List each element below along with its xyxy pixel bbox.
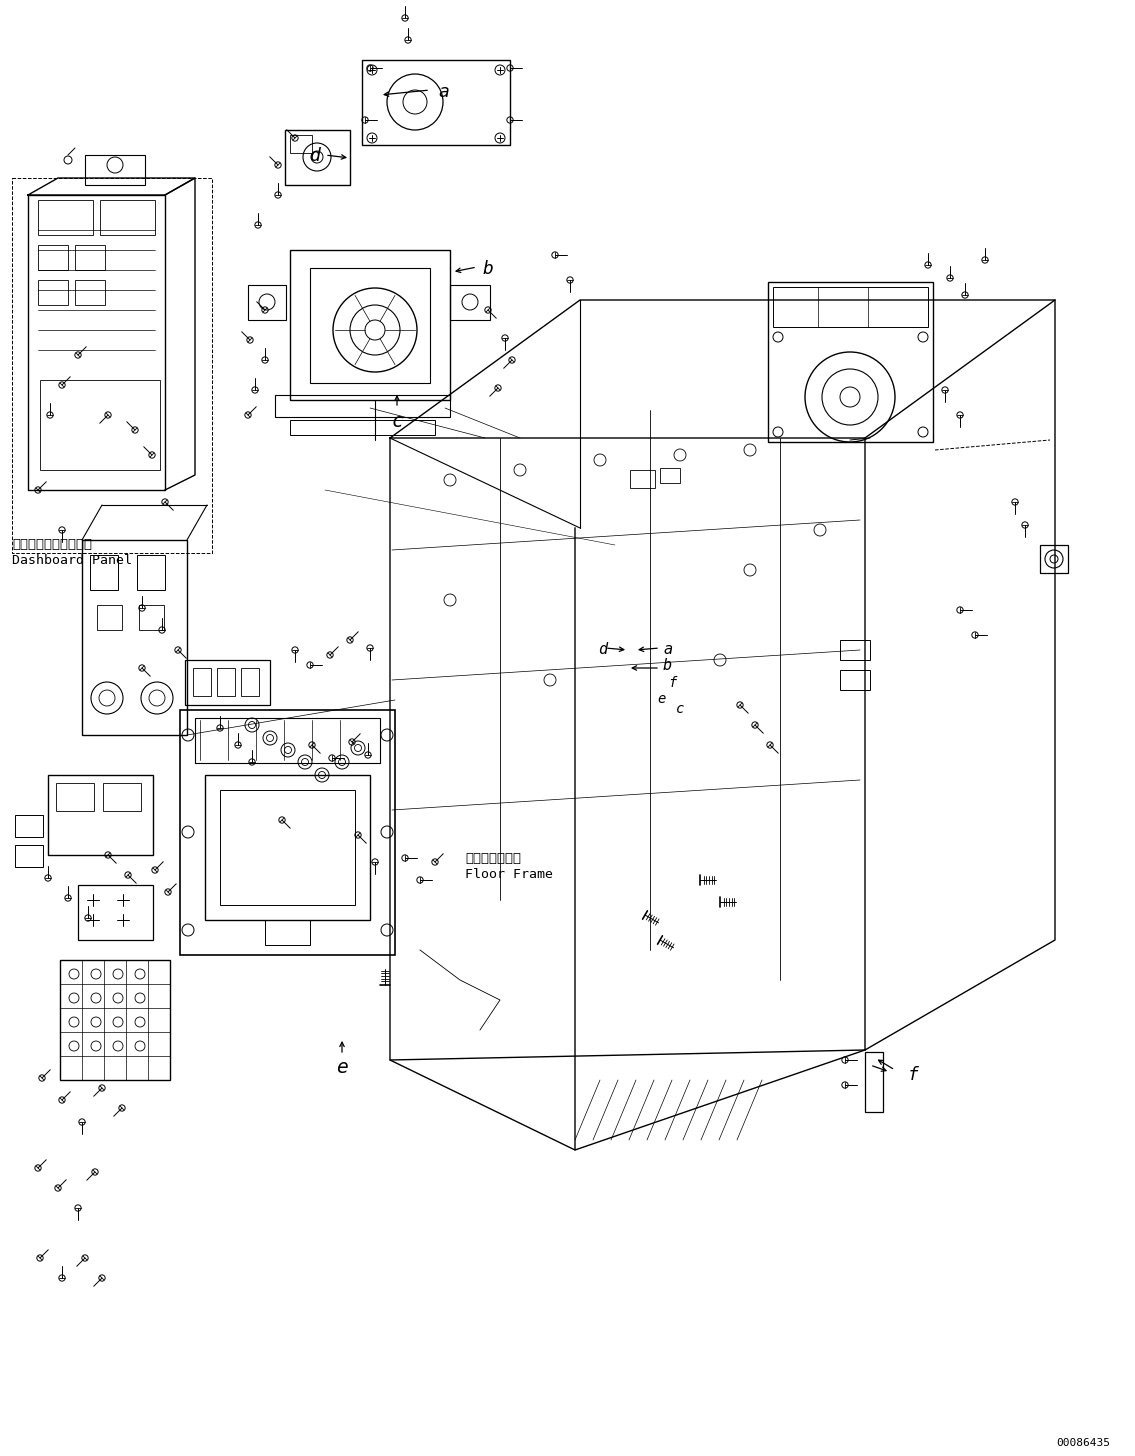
Circle shape [69,1016,79,1026]
Bar [180,711,395,955]
Text: d: d [310,147,321,165]
Bar [40,380,160,470]
Bar [205,775,370,920]
Text: ダッシュボードパネル: ダッシュボードパネル [12,539,92,550]
Bar [659,467,680,483]
Bar [275,395,449,416]
Text: a: a [663,642,672,657]
Text: 00086435: 00086435 [1056,1439,1110,1449]
Circle shape [135,970,145,978]
Text: a: a [438,83,448,100]
Bar [103,783,141,811]
Bar [241,668,259,696]
Bar [285,130,350,185]
Bar [12,178,212,553]
Bar [75,280,106,304]
Bar [630,470,655,488]
Circle shape [69,1041,79,1051]
Bar [56,783,94,811]
Circle shape [114,993,123,1003]
Text: Floor Frame: Floor Frame [465,868,553,881]
Bar [840,670,871,690]
Bar [217,668,235,696]
Text: e: e [657,692,665,706]
Bar [137,555,165,590]
Circle shape [69,993,79,1003]
Bar [310,268,430,383]
Bar [90,555,118,590]
Bar [768,282,933,443]
Bar [37,280,68,304]
Text: f: f [669,676,676,690]
Bar [291,419,435,435]
Bar [449,285,490,320]
Bar [185,660,270,705]
Circle shape [91,1041,101,1051]
Bar [138,606,163,630]
Text: c: c [676,702,684,716]
Bar [362,60,510,146]
Circle shape [114,1016,123,1026]
Bar [78,885,153,941]
Circle shape [135,1016,145,1026]
Bar [60,960,170,1080]
Bar [48,775,153,855]
Bar [15,815,43,837]
Bar [220,791,355,906]
Bar [96,606,121,630]
Text: b: b [482,261,493,278]
Text: c: c [392,412,403,431]
Text: f: f [908,1066,919,1085]
Bar [15,844,43,866]
Bar [291,135,312,153]
Circle shape [91,1016,101,1026]
Circle shape [135,1041,145,1051]
Bar [100,199,155,234]
Bar [193,668,211,696]
Bar [773,287,928,328]
Bar [37,199,93,234]
Text: b: b [663,658,672,673]
Bar [37,245,68,269]
Bar [1040,545,1068,574]
Text: d: d [598,642,607,657]
Circle shape [114,1041,123,1051]
Text: Dashboard Panel: Dashboard Panel [12,553,132,566]
Bar [264,920,310,945]
Bar [82,540,187,735]
Circle shape [114,970,123,978]
Text: e: e [336,1059,347,1077]
Bar [249,285,286,320]
Bar [195,718,380,763]
Circle shape [135,993,145,1003]
Circle shape [91,993,101,1003]
Circle shape [69,970,79,978]
Circle shape [91,970,101,978]
Bar [85,154,145,185]
Bar [291,250,449,400]
Text: フロアフレーム: フロアフレーム [465,852,521,865]
Bar [75,245,106,269]
Bar [840,641,871,660]
Bar [865,1053,883,1112]
